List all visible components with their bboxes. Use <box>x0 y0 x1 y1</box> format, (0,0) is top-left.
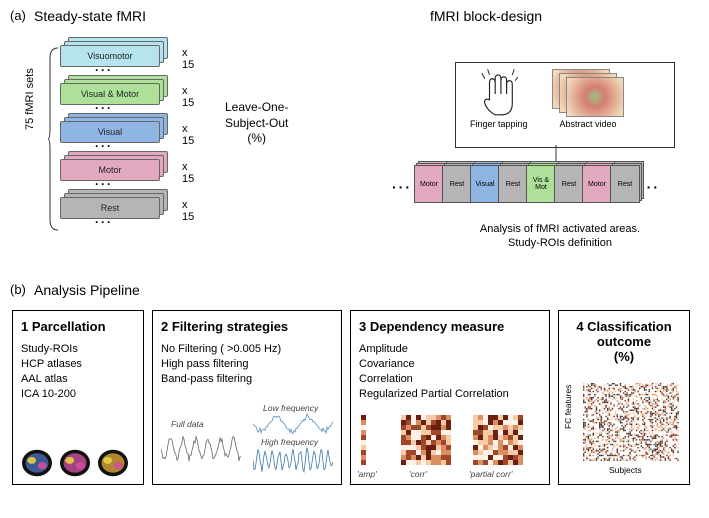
analysis-line-1: Analysis of fMRI activated areas. <box>430 222 690 236</box>
seq-block-rest: Rest <box>610 165 644 209</box>
pipeline-box-1: 1 ParcellationStudy-ROIsHCP atlasesAAL a… <box>12 310 144 485</box>
y-brace <box>48 48 58 230</box>
panel-a-label: (a) <box>10 8 26 23</box>
panel-a-right-title: fMRI block-design <box>430 8 542 24</box>
leave-one-out-label: Leave-One-Subject-Out(%) <box>225 100 288 147</box>
stimuli-box: Finger tapping Abstract video <box>455 62 675 148</box>
fmri-block-rest: Rest···x 15 <box>60 197 160 223</box>
finger-tapping-label: Finger tapping <box>470 119 528 129</box>
pipeline-box-3: 3 Dependency measureAmplitudeCovarianceC… <box>350 310 550 485</box>
analysis-text: Analysis of fMRI activated areas. Study-… <box>430 222 690 251</box>
panel-b-label: (b) <box>10 282 26 297</box>
fmri-block-motor: Motor···x 15 <box>60 159 160 185</box>
abstract-video-label: Abstract video <box>552 119 624 129</box>
fmri-block-visuomotor: Visuomotor···x 15 <box>60 45 160 71</box>
fmri-block-visual-motor: Visual & Motor···x 15 <box>60 83 160 109</box>
y-brace-label: 75 fMRI sets <box>24 68 36 130</box>
pipeline-row: 1 ParcellationStudy-ROIsHCP atlasesAAL a… <box>12 310 698 485</box>
analysis-line-2: Study-ROIs definition <box>430 236 690 250</box>
pipeline-box-2: 2 Filtering strategiesNo Filtering ( >0.… <box>152 310 342 485</box>
panel-b-title: Analysis Pipeline <box>34 282 140 298</box>
panel-a-left-title: Steady-state fMRI <box>34 8 146 24</box>
block-sequence-row: ···MotorRestVisualRestVis & MotRestMotor… <box>390 165 662 209</box>
pipeline-box-4: 4 Classificationoutcome(%)SubjectsFC fea… <box>558 310 690 485</box>
finger-tapping-icon <box>480 69 518 117</box>
abstract-video-icon <box>552 69 624 117</box>
fmri-block-visual: Visual···x 15 <box>60 121 160 147</box>
